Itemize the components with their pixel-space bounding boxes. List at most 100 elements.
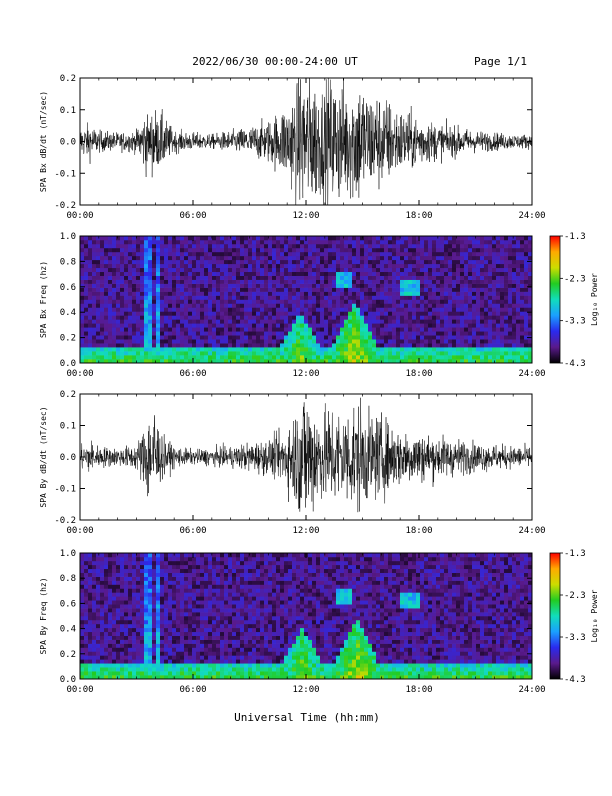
heatmap-cell [320,335,324,339]
heatmap-cell [368,331,372,335]
heatmap-cell [404,347,408,351]
heatmap-cell [164,663,168,667]
heatmap-cell [232,331,236,335]
heatmap-cell [196,565,200,569]
heatmap-cell [144,569,148,573]
heatmap-cell [216,311,220,315]
heatmap-cell [280,256,284,260]
heatmap-cell [100,280,104,284]
heatmap-cell [332,307,336,311]
heatmap-cell [440,252,444,256]
heatmap-cell [208,311,212,315]
heatmap-cell [520,280,524,284]
heatmap-cell [216,252,220,256]
heatmap-cell [352,292,356,296]
heatmap-cell [408,339,412,343]
heatmap-cell [136,351,140,355]
heatmap-cell [96,315,100,319]
heatmap-cell [412,252,416,256]
heatmap-cell [400,331,404,335]
heatmap-cell [208,659,212,663]
heatmap-cell [104,565,108,569]
heatmap-cell [492,252,496,256]
heatmap-cell [196,323,200,327]
heatmap-cell [304,280,308,284]
heatmap-cell [188,585,192,589]
heatmap-cell [144,300,148,304]
heatmap-cell [172,288,176,292]
heatmap-cell [240,331,244,335]
heatmap-cell [192,339,196,343]
heatmap-cell [396,288,400,292]
heatmap-cell [372,244,376,248]
heatmap-cell [108,585,112,589]
heatmap-cell [432,292,436,296]
heatmap-cell [224,355,228,359]
heatmap-cell [96,588,100,592]
heatmap-cell [128,624,132,628]
heatmap-cell [436,307,440,311]
heatmap-cell [400,288,404,292]
heatmap-cell [264,292,268,296]
heatmap-cell [164,620,168,624]
heatmap-cell [396,355,400,359]
heatmap-cell [236,327,240,331]
heatmap-cell [480,351,484,355]
heatmap-cell [116,557,120,561]
heatmap-cell [192,331,196,335]
heatmap-cell [420,319,424,323]
heatmap-cell [524,315,528,319]
heatmap-cell [160,244,164,248]
heatmap-cell [436,244,440,248]
heatmap-cell [124,351,128,355]
heatmap-cell [196,648,200,652]
heatmap-cell [268,331,272,335]
heatmap-cell [192,276,196,280]
heatmap-cell [368,288,372,292]
heatmap-cell [332,240,336,244]
heatmap-cell [448,248,452,252]
heatmap-cell [272,311,276,315]
heatmap-cell [356,315,360,319]
heatmap-cell [188,553,192,557]
heatmap-cell [136,307,140,311]
heatmap-cell [164,296,168,300]
heatmap-cell [376,323,380,327]
heatmap-cell [468,323,472,327]
heatmap-cell [120,355,124,359]
heatmap-cell [444,252,448,256]
heatmap-cell [228,355,232,359]
heatmap-cell [180,644,184,648]
heatmap-cell [412,351,416,355]
heatmap-cell [492,347,496,351]
heatmap-cell [176,561,180,565]
heatmap-cell [184,240,188,244]
heatmap-cell [132,347,136,351]
heatmap-cell [360,319,364,323]
heatmap-cell [352,323,356,327]
heatmap-cell [452,335,456,339]
heatmap-cell [116,655,120,659]
heatmap-cell [212,632,216,636]
heatmap-cell [104,268,108,272]
heatmap-cell [512,280,516,284]
heatmap-cell [168,244,172,248]
heatmap-cell [216,632,220,636]
heatmap-cell [220,339,224,343]
heatmap-cell [228,327,232,331]
heatmap-cell [456,280,460,284]
heatmap-cell [224,335,228,339]
heatmap-cell [380,327,384,331]
heatmap-cell [128,256,132,260]
heatmap-cell [104,331,108,335]
heatmap-cell [88,628,92,632]
heatmap-cell [428,244,432,248]
heatmap-cell [144,244,148,248]
heatmap-cell [168,573,172,577]
heatmap-cell [140,628,144,632]
heatmap-cell [108,663,112,667]
heatmap-cell [356,236,360,240]
heatmap-cell [100,240,104,244]
heatmap-cell [328,280,332,284]
heatmap-cell [216,288,220,292]
